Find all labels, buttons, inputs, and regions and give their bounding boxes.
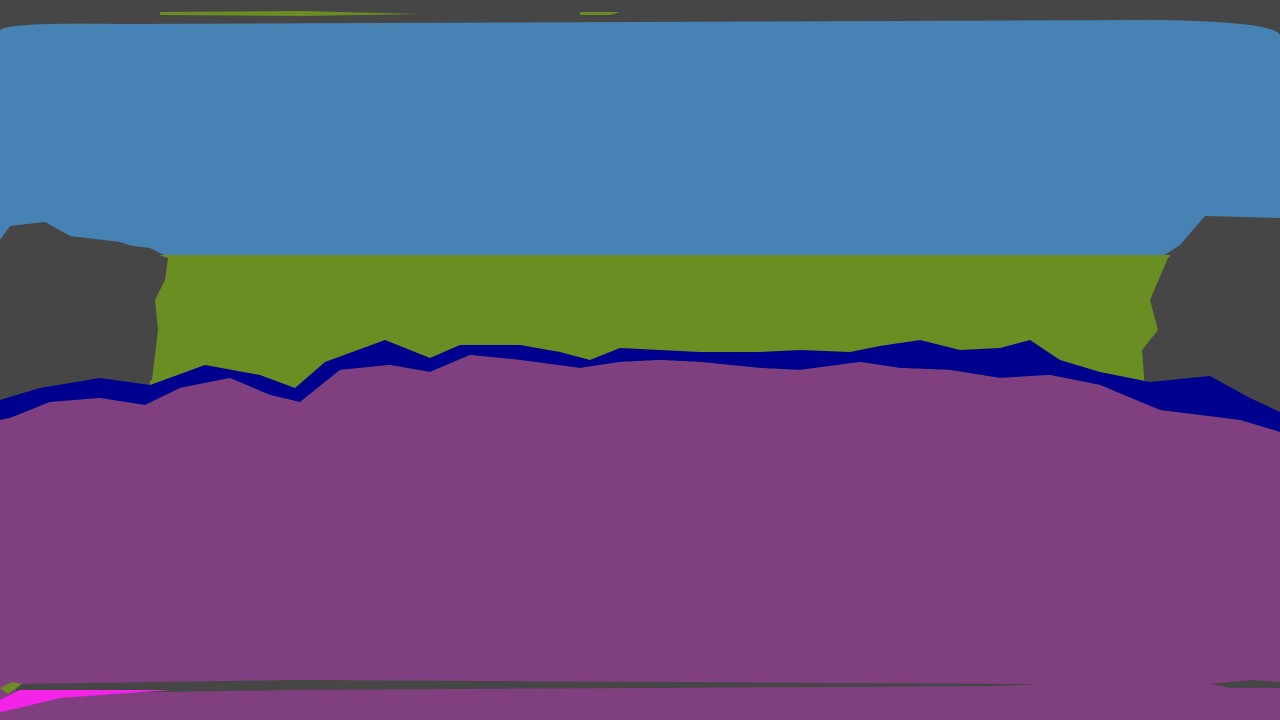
bottom-pole [10,680,1040,694]
vegetation-bottom-patch [0,682,22,694]
road-region [0,355,1280,720]
vegetation-top-sliver [160,11,420,16]
vehicle-band [0,340,1280,432]
building-left [0,222,168,400]
building-right [1142,216,1280,420]
vegetation-top-sliver-2 [580,12,620,15]
bottom-pole-right [1210,680,1280,688]
sky-region [0,20,1280,258]
sidewalk-region [0,690,170,712]
